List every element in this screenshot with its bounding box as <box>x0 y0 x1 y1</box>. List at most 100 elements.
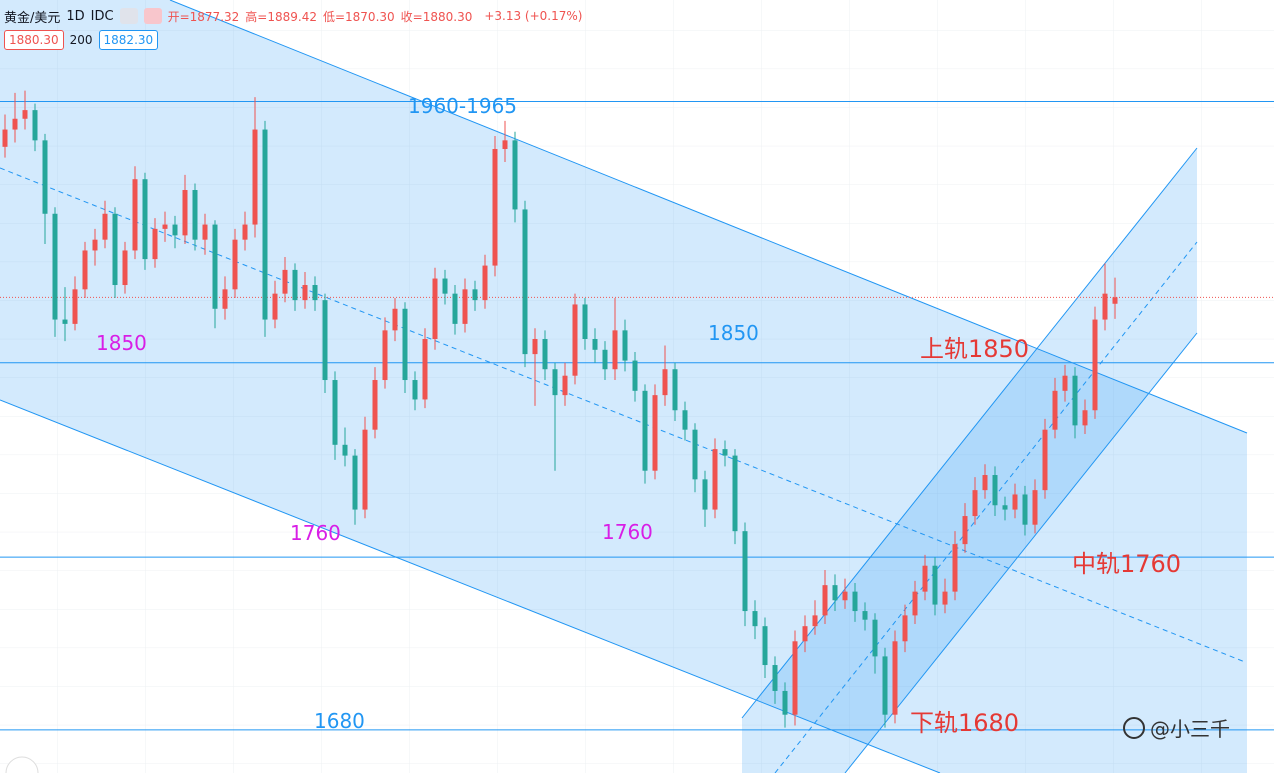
ohlc-value: 1889.42 <box>267 9 317 24</box>
ohlc-label: 高= <box>245 9 268 24</box>
candle-body <box>272 293 278 320</box>
candle-body <box>722 449 728 456</box>
candle-body <box>262 129 268 320</box>
candle-body <box>242 224 248 240</box>
candle-body <box>842 591 848 601</box>
candle-body <box>862 611 868 620</box>
candle-body <box>442 278 448 294</box>
candle-body <box>572 304 578 376</box>
compare-button[interactable] <box>143 8 162 24</box>
candle-body <box>852 591 858 612</box>
candle-body <box>292 269 298 301</box>
ohlc-label: 收= <box>400 9 423 24</box>
down-channel-mid <box>0 167 1246 663</box>
ohlc-value: 1870.30 <box>345 9 395 24</box>
bid[interactable]: 1880.30 <box>4 30 64 50</box>
candle-body <box>492 148 498 266</box>
candle-body <box>462 289 468 324</box>
candle-body <box>942 591 948 605</box>
candle-body <box>52 213 58 320</box>
candle-body <box>62 319 68 324</box>
candle-body <box>1092 319 1098 411</box>
candle-body <box>952 544 958 592</box>
candle-body <box>212 224 218 309</box>
hide-button[interactable] <box>119 8 138 24</box>
up-channel-lower <box>844 332 1198 773</box>
candle-body <box>1012 494 1018 510</box>
quote-row: 1880.30 200 1882.30 <box>4 28 582 52</box>
candle-body <box>922 565 928 592</box>
candle-body <box>672 369 678 411</box>
candle-body <box>162 224 168 229</box>
candle-body <box>412 380 418 400</box>
candle-body <box>772 665 778 691</box>
candle-body <box>302 285 308 301</box>
candle-body <box>342 444 348 456</box>
candle-body <box>352 455 358 510</box>
candle-body <box>822 585 828 616</box>
candle-body <box>202 224 208 240</box>
candle-body <box>132 179 138 251</box>
up-channel <box>742 148 1197 773</box>
annotation: 1850 <box>708 321 759 345</box>
candle-body <box>192 190 198 240</box>
candle-body <box>322 300 328 381</box>
candle-body <box>702 479 708 510</box>
candle-body <box>612 330 618 370</box>
candle-body <box>22 110 28 119</box>
candle-body <box>12 118 18 130</box>
candle-body <box>502 140 508 149</box>
candle-body <box>592 338 598 350</box>
candle-body <box>112 213 118 286</box>
candle-body <box>72 289 78 324</box>
candle-body <box>1022 494 1028 525</box>
candle-body <box>282 269 288 294</box>
candle-body <box>1102 293 1108 320</box>
candle-body <box>892 641 898 715</box>
candle-body <box>1082 410 1088 426</box>
candle-body <box>142 179 148 260</box>
candle-body <box>432 278 438 339</box>
candle-body <box>872 619 878 657</box>
legend-header: 黄金/美元 1D IDC 开=1877.32 高=1889.42 低=1870.30… <box>4 4 582 52</box>
candle-body <box>562 375 568 396</box>
source: IDC <box>90 8 114 24</box>
candle-body <box>912 591 918 616</box>
header-row: 黄金/美元 1D IDC 开=1877.32 高=1889.42 低=1870.30… <box>4 4 582 28</box>
annotation: 1850 <box>96 331 147 355</box>
candle-body <box>992 475 998 506</box>
candle-body <box>752 611 758 627</box>
interval: 1D <box>66 8 85 24</box>
annotation: 1760 <box>602 520 653 544</box>
candle-body <box>42 140 48 214</box>
annotation: 中轨1760 <box>1072 550 1181 578</box>
candle-body <box>732 455 738 532</box>
candle-body <box>642 390 648 471</box>
candle-body <box>512 140 518 210</box>
candle-body <box>682 410 688 430</box>
up-channel-upper <box>741 147 1198 719</box>
candle-body <box>742 531 748 612</box>
candle-body <box>982 475 988 491</box>
candle-body <box>312 285 318 301</box>
ohlc-value: 1877.32 <box>189 9 240 24</box>
candle-body <box>1112 297 1118 304</box>
candle-body <box>452 293 458 324</box>
ask[interactable]: 1882.30 <box>98 30 159 50</box>
corner-button[interactable] <box>5 756 39 773</box>
watermark-text: @小三千 <box>1150 717 1230 741</box>
candle-body <box>802 626 808 642</box>
candle-body <box>32 110 38 141</box>
candle-body <box>962 516 968 545</box>
annotation: 1680 <box>314 709 365 733</box>
candle-body <box>882 656 888 715</box>
candle-body <box>812 615 818 627</box>
candle-body <box>472 289 478 301</box>
candle-body <box>622 330 628 361</box>
candle-body <box>552 369 558 396</box>
candle-body <box>152 228 158 260</box>
candle-body <box>382 330 388 381</box>
candle-body <box>182 190 188 236</box>
